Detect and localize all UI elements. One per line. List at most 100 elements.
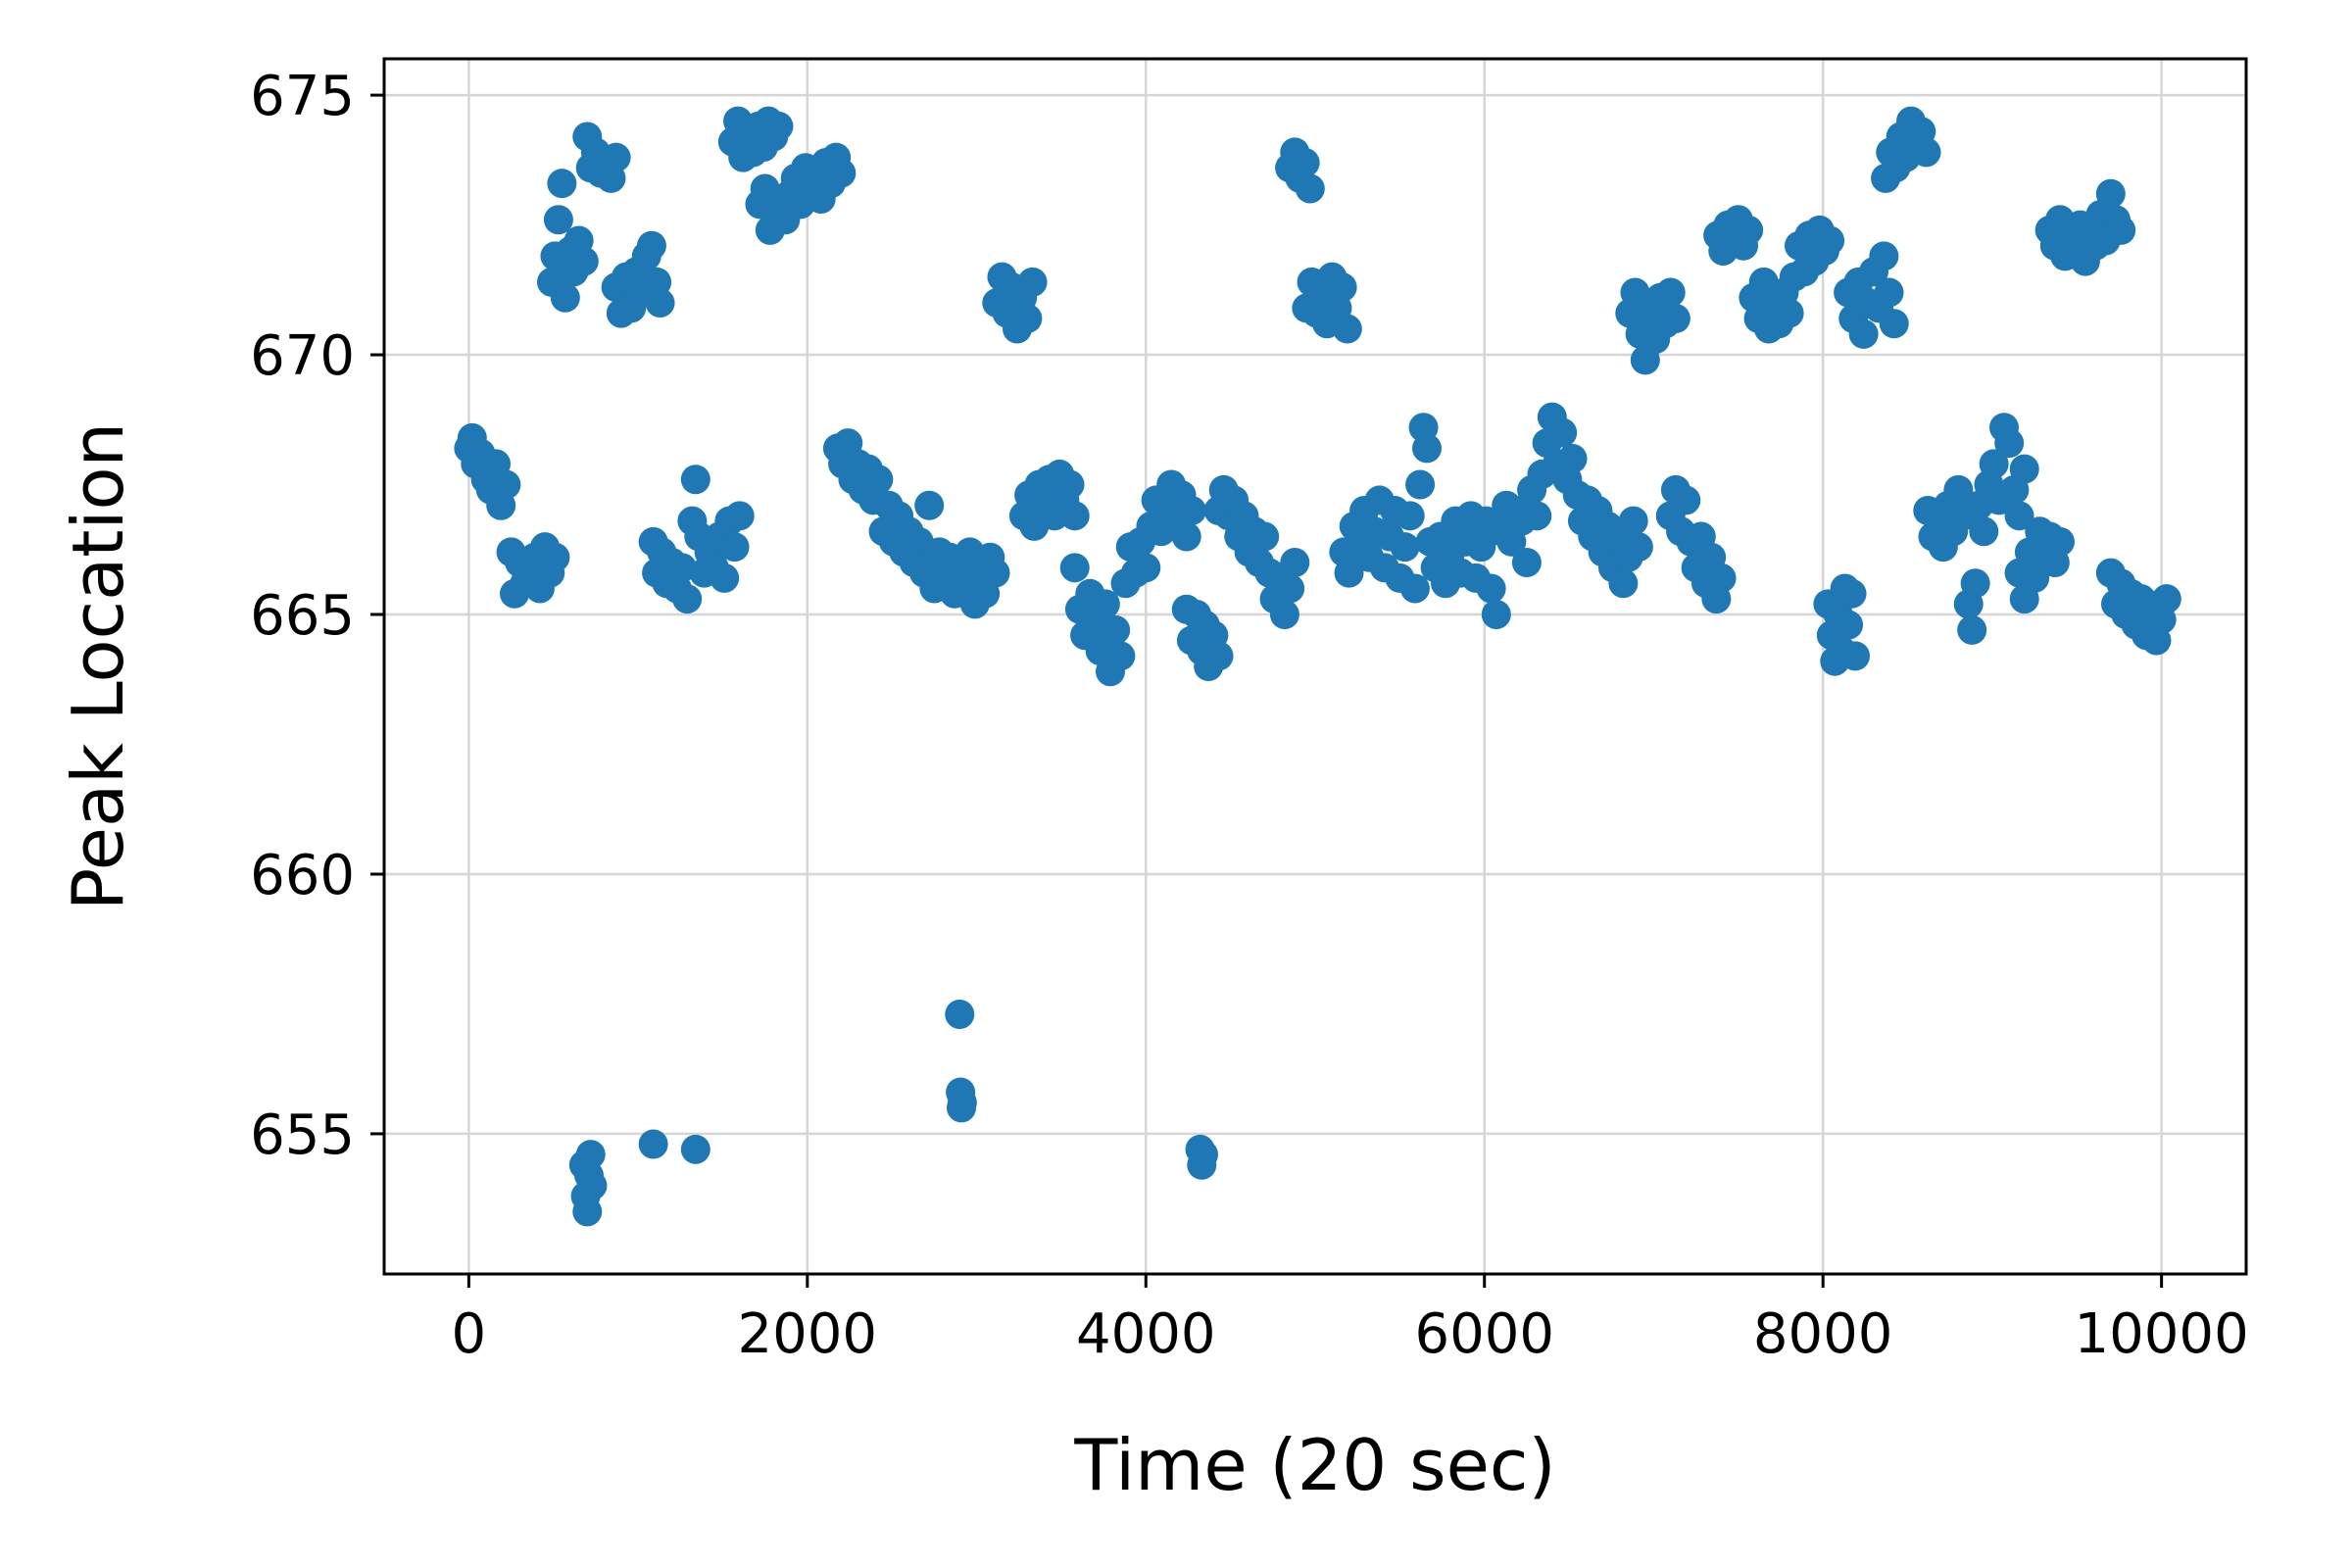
data-point xyxy=(719,532,750,563)
data-point xyxy=(1101,614,1131,645)
data-point xyxy=(1911,137,1941,168)
data-point xyxy=(1054,469,1085,500)
y-tick-label: 675 xyxy=(250,65,355,128)
data-point xyxy=(601,142,631,172)
data-point xyxy=(575,1140,606,1170)
data-point xyxy=(1476,573,1506,604)
data-point xyxy=(2009,454,2039,484)
data-point xyxy=(1295,173,1325,204)
data-point xyxy=(1994,428,2025,459)
data-point xyxy=(1943,474,1974,505)
data-point xyxy=(638,1129,668,1159)
x-tick-label: 4000 xyxy=(1076,1302,1216,1366)
data-point xyxy=(1879,309,1909,339)
data-point xyxy=(1105,641,1136,671)
data-point xyxy=(672,584,703,614)
data-point xyxy=(1834,610,1864,640)
data-point xyxy=(1874,277,1904,308)
data-point xyxy=(2004,501,2034,531)
data-point xyxy=(547,169,577,199)
data-point xyxy=(1332,314,1362,344)
data-point xyxy=(568,246,599,276)
x-axis-label: Time (20 sec) xyxy=(1073,1424,1555,1506)
data-point xyxy=(1547,417,1578,448)
y-tick-label: 655 xyxy=(250,1103,355,1167)
data-point xyxy=(1618,506,1648,536)
y-tick-label: 660 xyxy=(250,844,355,907)
data-point xyxy=(1176,496,1206,526)
x-tick-label: 2000 xyxy=(738,1302,878,1366)
data-point xyxy=(1979,449,2009,479)
data-point xyxy=(763,111,794,141)
data-point xyxy=(1671,485,1701,515)
data-point xyxy=(540,542,570,572)
data-point xyxy=(1481,600,1511,630)
data-point xyxy=(1171,521,1201,552)
data-point xyxy=(1327,272,1357,303)
data-point xyxy=(863,465,894,495)
x-tick-label: 0 xyxy=(452,1302,487,1366)
data-point xyxy=(1840,641,1870,671)
data-point xyxy=(1131,553,1161,583)
data-point xyxy=(1869,241,1899,271)
x-tick-label: 10000 xyxy=(2075,1302,2249,1366)
data-point xyxy=(1405,469,1436,500)
data-point xyxy=(1466,532,1496,563)
data-point xyxy=(491,469,521,500)
data-point xyxy=(1608,568,1639,599)
data-point xyxy=(1059,501,1090,531)
data-point xyxy=(1706,563,1737,593)
data-point xyxy=(980,558,1010,588)
data-point xyxy=(1557,444,1588,474)
data-point xyxy=(1957,614,1987,645)
data-point xyxy=(2045,526,2075,557)
data-point xyxy=(645,288,675,318)
data-point xyxy=(1390,532,1420,563)
data-point xyxy=(1655,277,1686,308)
data-point xyxy=(1734,215,1764,245)
data-point xyxy=(1399,573,1430,604)
data-point xyxy=(1969,516,1999,547)
data-point xyxy=(1620,277,1650,308)
y-tick-label: 665 xyxy=(250,584,355,648)
data-points xyxy=(454,106,2181,1227)
data-point xyxy=(1623,532,1653,563)
data-point xyxy=(1280,548,1310,578)
data-point xyxy=(2151,584,2181,614)
data-point xyxy=(543,205,573,235)
data-point xyxy=(1250,521,1280,552)
data-point xyxy=(1412,433,1442,464)
plot-frame xyxy=(382,57,2248,1276)
data-point xyxy=(577,1170,608,1200)
data-point xyxy=(636,230,666,261)
data-point xyxy=(1290,147,1320,177)
data-point xyxy=(1774,298,1804,328)
data-point xyxy=(945,1000,975,1030)
axis-ticks: 0 2000 4000 6000 8000 10000 655 660 665 670 675 xyxy=(250,65,2249,1366)
x-tick-label: 6000 xyxy=(1414,1302,1554,1366)
data-point xyxy=(1269,600,1299,630)
y-tick-label: 670 xyxy=(250,324,355,388)
data-point xyxy=(680,1134,710,1164)
y-axis-label: Peak Location xyxy=(57,422,139,910)
data-point xyxy=(1660,303,1690,333)
data-point xyxy=(1960,568,1990,599)
data-point xyxy=(1837,578,1867,609)
data-point xyxy=(947,1088,977,1118)
data-point xyxy=(2106,215,2136,245)
data-point xyxy=(1059,553,1090,583)
data-point xyxy=(1815,225,1845,256)
data-point xyxy=(572,1197,603,1227)
data-point xyxy=(1203,641,1234,671)
data-point xyxy=(1090,589,1120,619)
data-point xyxy=(724,501,755,531)
data-point xyxy=(667,553,697,583)
data-point xyxy=(1848,318,1879,349)
data-point xyxy=(710,563,740,593)
data-point xyxy=(914,490,945,520)
data-point xyxy=(1012,303,1043,333)
data-point xyxy=(1334,558,1364,588)
data-point xyxy=(2095,178,2126,209)
data-point xyxy=(1017,267,1048,297)
